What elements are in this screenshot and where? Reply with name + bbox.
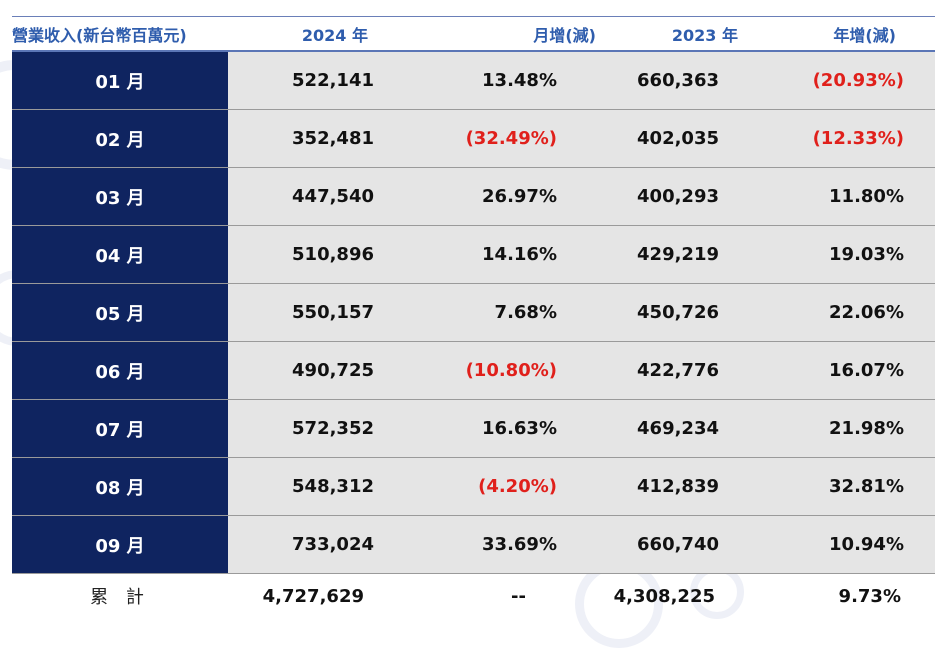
month-cell: 07 月	[12, 400, 228, 457]
cell-rev2023: 660,363	[637, 70, 719, 91]
cell-rev2024: 490,725	[292, 360, 374, 381]
cell-rev2024: 510,896	[292, 244, 374, 265]
revenue-table: 營業收入(新台幣百萬元) 2024 年 月增(減) 2023 年 年增(減) 0…	[12, 16, 935, 618]
cell-yoy: 32.81%	[829, 476, 904, 497]
table-row: 02 月 352,481 (32.49%) 402,035 (12.33%)	[12, 110, 935, 168]
header-2023: 2023 年	[671, 25, 738, 45]
cell-rev2024: 447,540	[292, 186, 374, 207]
cell-mom: (32.49%)	[465, 128, 557, 149]
cell-yoy: 10.94%	[829, 534, 904, 555]
cell-yoy: 21.98%	[829, 418, 904, 439]
cell-rev2024: 522,141	[292, 70, 374, 91]
cell-mom: 33.69%	[482, 534, 557, 555]
cell-mom: 13.48%	[482, 70, 557, 91]
table-body: 01 月 522,141 13.48% 660,363 (20.93%) 02 月 352,…	[12, 52, 935, 574]
table-row: 01 月 522,141 13.48% 660,363 (20.93%)	[12, 52, 935, 110]
header-2024: 2024 年	[301, 25, 368, 45]
cell-rev2024: 550,157	[292, 302, 374, 323]
cell-mom: (4.20%)	[478, 476, 557, 497]
total-mom: --	[511, 585, 526, 607]
total-label: 累 計	[90, 587, 150, 608]
total-row: 累 計 4,727,629 -- 4,308,225 9.73%	[12, 574, 935, 618]
month-cell: 06 月	[12, 342, 228, 399]
month-cell: 02 月	[12, 110, 228, 167]
cell-mom: 7.68%	[494, 302, 557, 323]
cell-rev2023: 450,726	[637, 302, 719, 323]
total-rev2024: 4,727,629	[262, 585, 364, 607]
table-row: 03 月 447,540 26.97% 400,293 11.80%	[12, 168, 935, 226]
header-mom: 月增(減)	[533, 25, 596, 45]
cell-yoy: (12.33%)	[812, 128, 904, 149]
month-cell: 04 月	[12, 226, 228, 283]
cell-yoy: 11.80%	[829, 186, 904, 207]
cell-rev2023: 402,035	[637, 128, 719, 149]
cell-rev2023: 660,740	[637, 534, 719, 555]
month-cell: 05 月	[12, 284, 228, 341]
table-header: 營業收入(新台幣百萬元) 2024 年 月增(減) 2023 年 年增(減)	[12, 17, 935, 52]
cell-rev2023: 400,293	[637, 186, 719, 207]
top-rule	[12, 16, 935, 17]
month-cell: 08 月	[12, 458, 228, 515]
cell-rev2023: 429,219	[637, 244, 719, 265]
cell-mom: 14.16%	[482, 244, 557, 265]
cell-yoy: 22.06%	[829, 302, 904, 323]
header-yoy: 年增(減)	[833, 25, 896, 45]
cell-rev2023: 422,776	[637, 360, 719, 381]
month-cell: 01 月	[12, 52, 228, 109]
cell-yoy: 16.07%	[829, 360, 904, 381]
cell-rev2023: 412,839	[637, 476, 719, 497]
table-row: 07 月 572,352 16.63% 469,234 21.98%	[12, 400, 935, 458]
total-rev2023: 4,308,225	[613, 585, 715, 607]
table-row: 09 月 733,024 33.69% 660,740 10.94%	[12, 516, 935, 574]
cell-rev2024: 572,352	[292, 418, 374, 439]
month-cell: 03 月	[12, 168, 228, 225]
table-row: 05 月 550,157 7.68% 450,726 22.06%	[12, 284, 935, 342]
total-yoy: 9.73%	[838, 585, 901, 607]
cell-rev2024: 548,312	[292, 476, 374, 497]
cell-rev2024: 733,024	[292, 534, 374, 555]
cell-rev2024: 352,481	[292, 128, 374, 149]
table-row: 08 月 548,312 (4.20%) 412,839 32.81%	[12, 458, 935, 516]
cell-mom: 26.97%	[482, 186, 557, 207]
cell-rev2023: 469,234	[637, 418, 719, 439]
table-row: 04 月 510,896 14.16% 429,219 19.03%	[12, 226, 935, 284]
cell-mom: 16.63%	[482, 418, 557, 439]
cell-yoy: (20.93%)	[812, 70, 904, 91]
header-revenue-label: 營業收入(新台幣百萬元)	[12, 25, 187, 45]
cell-yoy: 19.03%	[829, 244, 904, 265]
cell-mom: (10.80%)	[465, 360, 557, 381]
month-cell: 09 月	[12, 516, 228, 573]
table-row: 06 月 490,725 (10.80%) 422,776 16.07%	[12, 342, 935, 400]
